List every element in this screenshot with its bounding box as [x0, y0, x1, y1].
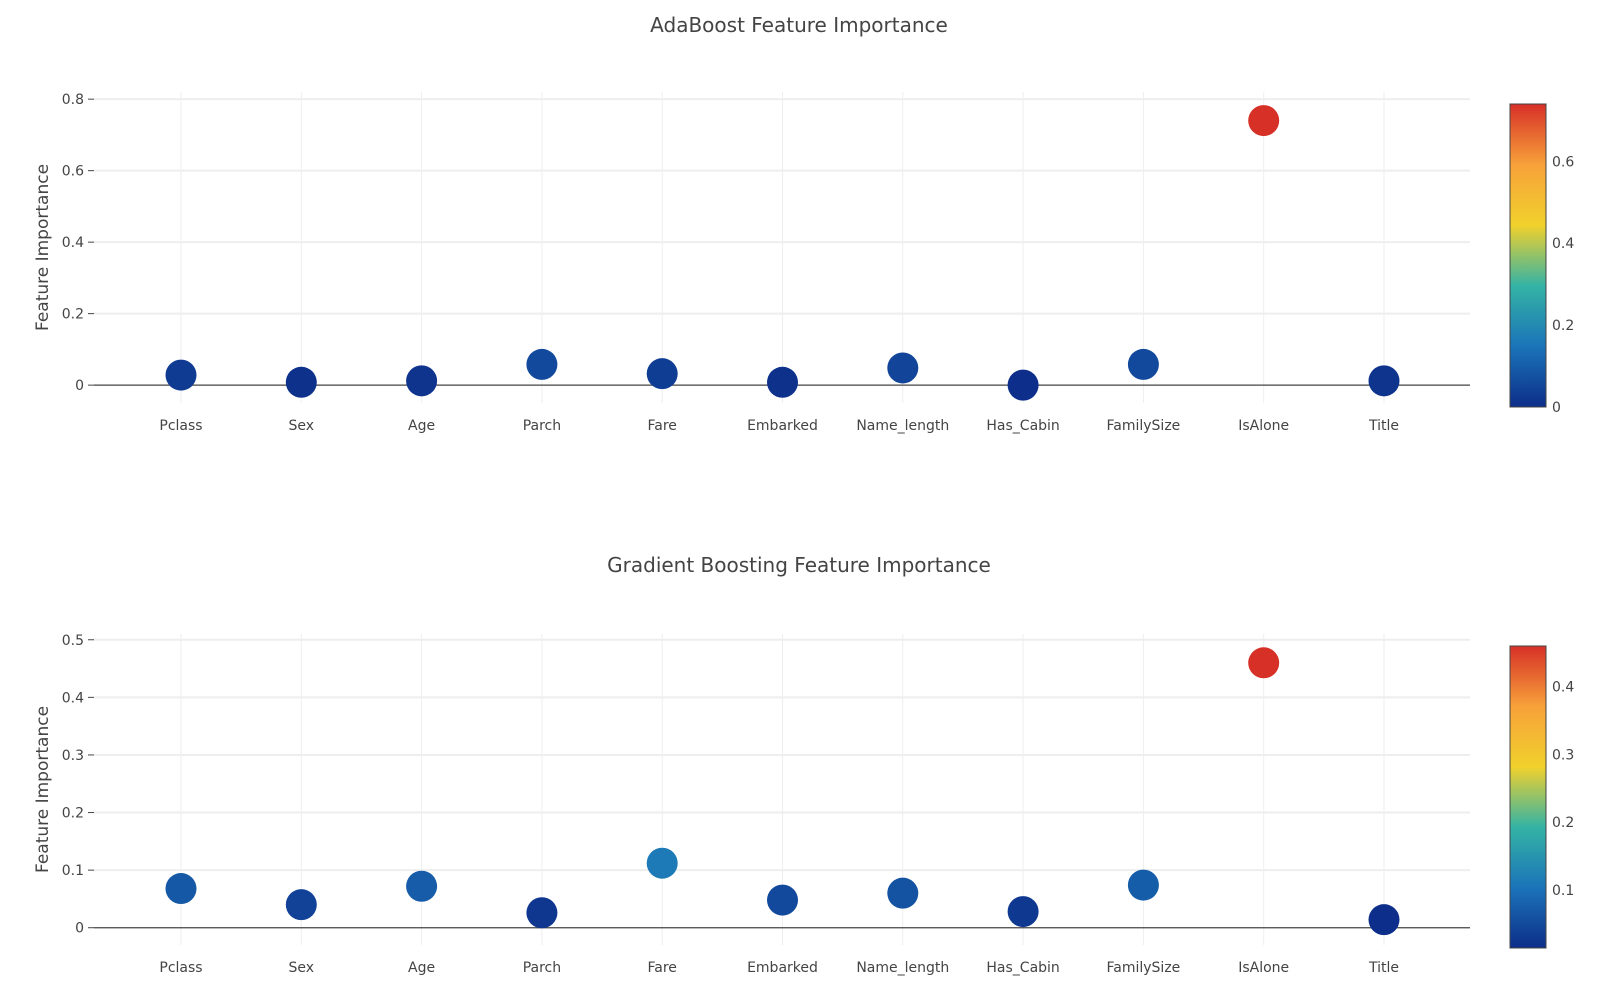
x-tick-label: Title: [1368, 960, 1399, 976]
x-tick-label: Has_Cabin: [986, 960, 1059, 976]
x-tick-label: Sex: [289, 418, 315, 434]
x-tick-label: Embarked: [747, 960, 818, 976]
x-tick-label: Age: [408, 960, 435, 976]
x-tick-label: IsAlone: [1238, 418, 1289, 434]
data-point-name-length[interactable]: Name_length: 0.048: [887, 352, 919, 384]
data-point-title[interactable]: Title: 0.012: [1368, 365, 1400, 397]
data-point-embarked[interactable]: Embarked: 0.008: [767, 366, 798, 398]
x-tick-label: Parch: [523, 418, 561, 434]
x-tick-label: Fare: [647, 418, 676, 434]
x-tick-label: Name_length: [856, 960, 949, 976]
data-point-age[interactable]: Age: 0.072: [406, 870, 438, 902]
data-point-isalone[interactable]: IsAlone: 0.46: [1248, 647, 1280, 679]
x-tick-label: Title: [1368, 418, 1399, 434]
y-tick-label: 0.5: [62, 633, 84, 649]
x-tick-label: IsAlone: [1238, 960, 1289, 976]
x-tick-label: Fare: [647, 960, 676, 976]
chart-1: AdaBoost Feature Importance 0 0.2 0.4 0.6 0.8…: [33, 13, 1574, 434]
x-tick-label: Embarked: [747, 418, 818, 434]
y-tick-label: 0.6: [62, 164, 84, 180]
y-tick-label: 0.1: [62, 863, 84, 879]
data-point-fare[interactable]: Fare: 0.032: [646, 358, 678, 390]
x-tick-label: FamilySize: [1107, 418, 1181, 434]
colorbar-tick-label: 0.4: [1552, 680, 1574, 696]
data-point-fare[interactable]: Fare: 0.112: [646, 847, 678, 879]
data-point-has-cabin[interactable]: Has_Cabin: 0: [1007, 369, 1039, 401]
y-tick-label: 0: [75, 378, 84, 394]
data-point-embarked[interactable]: Embarked: 0.048: [767, 884, 798, 916]
y-tick-label: 0.4: [62, 690, 84, 706]
x-tick-label: Has_Cabin: [986, 418, 1059, 434]
y-tick-label: 0.8: [62, 92, 84, 108]
chart-2: Gradient Boosting Feature Importance 0 0.1…: [33, 553, 1574, 976]
y-axis-title: Feature Importance: [33, 706, 53, 873]
data-point-familysize[interactable]: FamilySize: 0.074: [1127, 869, 1159, 901]
chart-title: AdaBoost Feature Importance: [650, 13, 948, 37]
x-tick-label: Age: [408, 418, 435, 434]
y-axis-title: Feature Importance: [33, 164, 53, 331]
data-point-parch[interactable]: Parch: 0.026: [526, 897, 558, 929]
y-tick-label: 0.3: [62, 748, 84, 764]
colorbar-tick-label: 0.6: [1552, 154, 1574, 170]
y-tick-label: 0.2: [62, 307, 84, 323]
colorbar-tick-label: 0: [1552, 400, 1561, 416]
colorbar-tick-label: 0.2: [1552, 815, 1574, 831]
colorbar-tick-label: 0.1: [1552, 883, 1574, 899]
colorbar-tick-label: 0.2: [1552, 318, 1574, 334]
x-tick-label: FamilySize: [1107, 960, 1181, 976]
data-point-title[interactable]: Title: 0.014: [1368, 904, 1400, 936]
data-point-isalone[interactable]: IsAlone: 0.74: [1248, 105, 1280, 137]
colorbar: [1509, 103, 1547, 408]
colorbar-tick-label: 0.3: [1552, 747, 1574, 763]
data-point-parch[interactable]: Parch: 0.058: [526, 348, 558, 380]
y-tick-label: 0.4: [62, 235, 84, 251]
y-tick-label: 0: [75, 921, 84, 937]
data-point-pclass[interactable]: Pclass: 0.028: [165, 359, 197, 391]
data-point-has-cabin[interactable]: Has_Cabin: 0.028: [1007, 896, 1039, 928]
data-point-pclass[interactable]: Pclass: 0.068: [165, 873, 197, 905]
x-tick-label: Sex: [289, 960, 315, 976]
x-tick-label: Parch: [523, 960, 561, 976]
data-point-age[interactable]: Age: 0.012: [406, 365, 438, 397]
data-point-sex[interactable]: Sex: 0.008: [285, 366, 317, 398]
y-tick-label: 0.2: [62, 806, 84, 822]
x-tick-label: Pclass: [159, 418, 202, 434]
data-point-familysize[interactable]: FamilySize: 0.058: [1127, 348, 1159, 380]
data-point-sex[interactable]: Sex: 0.04: [285, 889, 317, 921]
colorbar-tick-label: 0.4: [1552, 236, 1574, 252]
chart-title: Gradient Boosting Feature Importance: [607, 553, 991, 577]
colorbar: [1509, 645, 1547, 949]
x-tick-label: Pclass: [159, 960, 202, 976]
x-tick-label: Name_length: [856, 418, 949, 434]
data-point-name-length[interactable]: Name_length: 0.06: [887, 877, 919, 909]
